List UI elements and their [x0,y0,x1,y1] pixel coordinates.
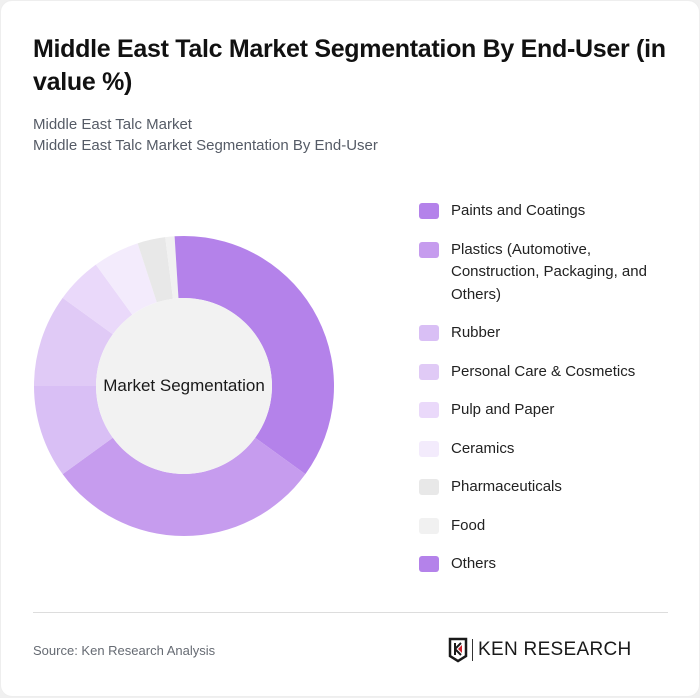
legend-label: Others [451,555,497,572]
legend-item[interactable]: Food [419,515,669,538]
legend-label: Plastics (Automotive, Construction, Pack… [451,240,647,303]
legend-swatch [419,517,439,534]
subtitle-market: Middle East Talc Market [33,116,192,133]
logo-text: KEN RESEARCH [478,639,632,660]
legend-item[interactable]: Rubber [419,322,669,345]
legend-swatch [419,440,439,457]
logo-separator [472,639,473,661]
legend-item[interactable]: Pulp and Paper [419,399,669,422]
legend-item[interactable]: Plastics (Automotive, Construction, Pack… [419,239,669,307]
subtitle-segmentation: Middle East Talc Market Segmentation By … [33,137,378,154]
donut-segment[interactable] [165,236,179,299]
donut-center-label: Market Segmentation [103,376,265,395]
legend-label: Rubber [451,324,501,341]
donut-segment[interactable] [137,237,173,303]
legend-swatch [419,402,439,418]
donut-chart: Market Segmentation [33,235,335,537]
legend-item[interactable]: Pharmaceuticals [419,476,669,499]
legend-item[interactable]: Paints and Coatings [419,200,669,223]
chart-title: Middle East Talc Market Segmentation By … [33,35,666,96]
legend-item[interactable]: Personal Care & Cosmetics [419,361,669,384]
legend-label: Pulp and Paper [451,401,555,418]
chart-subtitle: Middle East Talc Market Middle East Talc… [33,114,378,156]
legend-swatch [419,479,439,495]
legend-label: Pharmaceuticals [451,478,562,495]
source-note: Source: Ken Research Analysis [33,643,216,658]
donut-segment[interactable] [62,264,133,335]
donut-segment[interactable] [95,243,157,315]
legend-label: Ceramics [451,439,515,457]
legend-item[interactable]: Others [419,553,669,576]
donut-segment[interactable] [184,236,334,475]
donut-hole [96,298,272,474]
footer-divider [33,612,668,613]
legend-swatch [419,203,439,219]
chart-legend: Paints and Coatings Plastics (Automotive,… [419,200,669,592]
legend-item[interactable]: Ceramics [419,438,669,461]
legend-label: Food [451,516,486,534]
legend-label: Paints and Coatings [451,202,586,219]
donut-segment[interactable] [62,437,306,536]
legend-swatch [419,556,439,572]
donut-segment[interactable] [174,236,184,299]
donut-svg [34,236,334,536]
ken-research-logo: KEN RESEARCH [448,637,632,663]
legend-swatch [419,241,439,258]
legend-label: Personal Care & Cosmetics [451,362,636,380]
legend-swatch [419,363,439,380]
donut-segment[interactable] [34,386,113,475]
ken-logo-icon [448,637,468,663]
donut-segment[interactable] [34,297,113,386]
legend-swatch [419,325,439,341]
